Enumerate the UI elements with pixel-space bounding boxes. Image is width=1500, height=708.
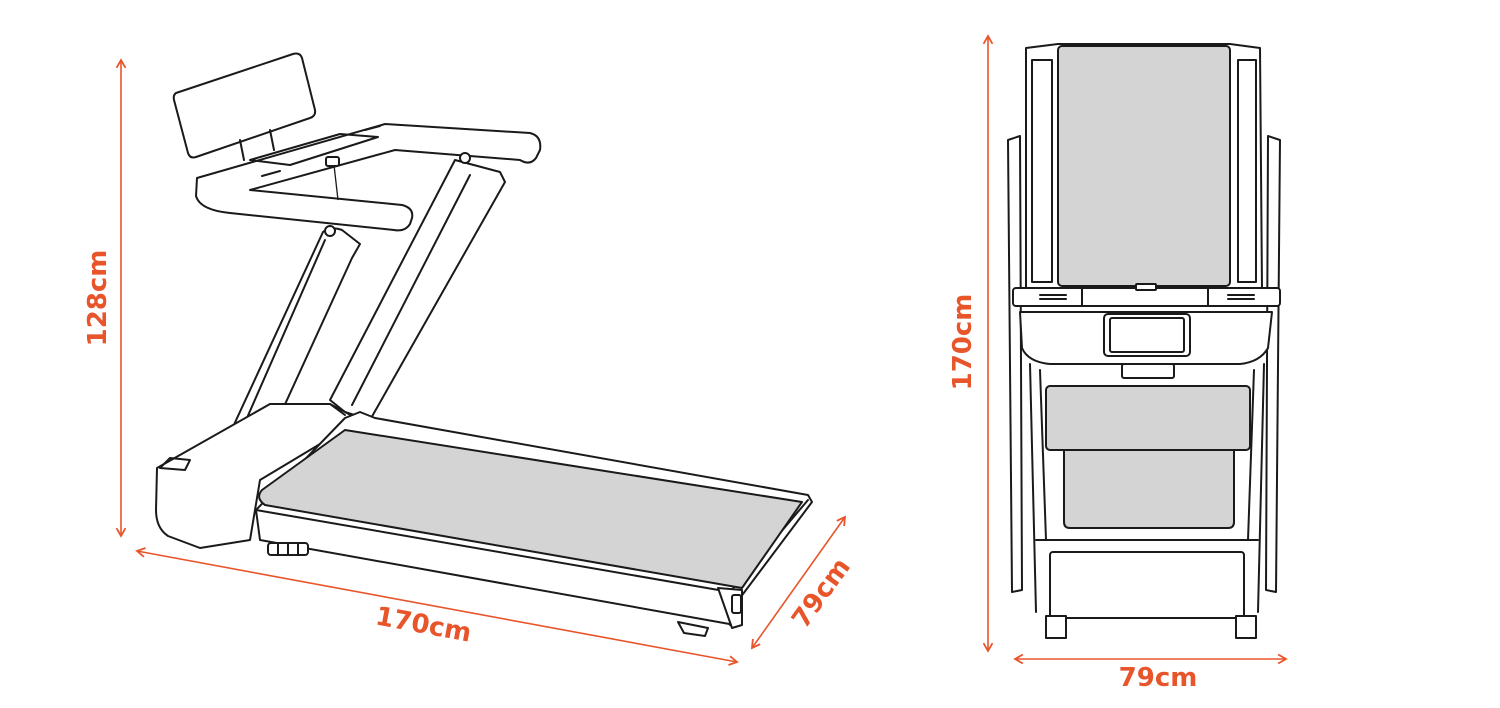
width-dimension-arrow bbox=[750, 515, 847, 650]
length-label: 170cm bbox=[373, 602, 474, 649]
front-width-label: 79cm bbox=[1119, 663, 1198, 693]
length-dimension-arrow bbox=[135, 547, 739, 666]
right-upright bbox=[329, 152, 506, 421]
side-view-treadmill bbox=[155, 52, 813, 637]
front-belt bbox=[1063, 449, 1235, 529]
motor-housing bbox=[155, 403, 361, 549]
front-length-label: 170cm bbox=[948, 294, 978, 391]
width-label: 79cm bbox=[786, 553, 857, 634]
front-dimension-lines bbox=[982, 34, 1288, 665]
front-upper-panel bbox=[1057, 45, 1231, 287]
side-dimension-lines bbox=[115, 58, 847, 666]
front-motor-cover bbox=[1045, 385, 1251, 451]
height-label: 128cm bbox=[83, 250, 113, 347]
front-view-treadmill bbox=[1007, 43, 1281, 639]
display-screen bbox=[172, 52, 317, 161]
console-handlebar bbox=[195, 123, 542, 232]
